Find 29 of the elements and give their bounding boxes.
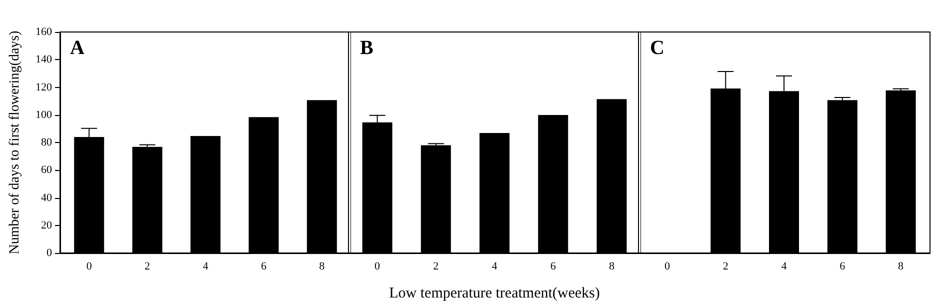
y-tick-label: 40 (41, 192, 52, 204)
chart-title: C (650, 37, 664, 59)
x-tick-label: 8 (608, 260, 615, 272)
chart-title: B (360, 37, 374, 59)
y-tick-label: 0 (46, 247, 52, 259)
x-tick-label: 0 (664, 260, 670, 272)
x-tick-label: 8 (319, 260, 326, 272)
x-tick-label: 4 (781, 260, 788, 272)
y-tick-label: 80 (41, 136, 52, 148)
y-tick-label: 60 (41, 164, 52, 176)
y-tick-label: 120 (36, 81, 52, 94)
y-axis-title: Number of days to first flowering(days) (8, 30, 22, 254)
x-axis-title: Low temperature treatment(weeks) (389, 286, 600, 302)
x-tick-label: 0 (374, 260, 381, 272)
x-tick-label: 6 (260, 260, 267, 272)
x-tick-label: 2 (144, 260, 150, 272)
x-tick-label: 4 (492, 260, 498, 272)
y-tick-label: 140 (36, 54, 52, 66)
x-tick-label: 2 (722, 260, 728, 272)
x-tick-label: 8 (898, 260, 904, 272)
chart-title: A (70, 37, 85, 59)
x-tick-label: 6 (550, 260, 556, 272)
x-tick-label: 0 (86, 260, 92, 272)
x-tick-label: 6 (840, 260, 846, 272)
x-tick-label: 2 (433, 260, 439, 272)
x-tick-label: 4 (202, 260, 209, 272)
y-tick-label: 160 (36, 26, 52, 38)
y-tick-label: 20 (41, 219, 52, 232)
y-tick-label: 100 (36, 108, 52, 121)
